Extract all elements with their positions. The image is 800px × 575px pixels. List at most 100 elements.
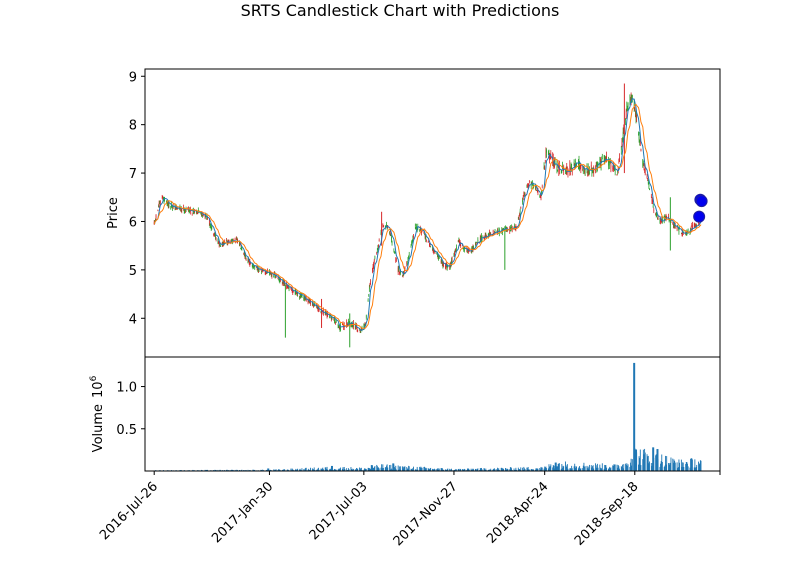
volume-bar-270 — [385, 467, 387, 471]
candle-553 — [627, 102, 629, 112]
volume-bar-260 — [376, 465, 378, 471]
volume-bar-365 — [466, 468, 468, 471]
candle-237 — [356, 327, 358, 332]
volume-bar-632 — [695, 466, 697, 471]
volume-bar-45 — [192, 469, 194, 471]
candle-569 — [642, 158, 644, 168]
volume-bar-611 — [677, 467, 679, 471]
volume-bar-430 — [522, 469, 524, 471]
volume-bar-549 — [625, 463, 627, 471]
volume-bar-108 — [245, 469, 247, 471]
volume-bar-457 — [545, 466, 547, 471]
volume-spike-6 — [633, 362, 636, 471]
candle-629 — [693, 222, 695, 229]
volume-bar-190 — [316, 469, 318, 471]
volume-bar-616 — [682, 462, 684, 471]
volume-bar-268 — [383, 467, 384, 471]
volume-bar-591 — [660, 461, 662, 471]
volume-bar-212 — [335, 469, 337, 471]
candle-194 — [320, 310, 322, 314]
volume-bar-71 — [214, 469, 216, 471]
volume-bar-235 — [355, 469, 357, 471]
candle-593 — [661, 216, 663, 224]
volume-bar-272 — [386, 464, 388, 471]
volume-bar-442 — [532, 468, 534, 471]
candle-263 — [378, 238, 380, 242]
volume-bar-332 — [438, 469, 440, 471]
volume-bar-182 — [309, 469, 311, 471]
volume-bar-512 — [592, 465, 594, 471]
volume-bar-530 — [608, 468, 610, 471]
volume-bar-478 — [563, 466, 565, 471]
volume-bar-220 — [342, 467, 344, 471]
candle-554 — [629, 94, 631, 106]
candle-436 — [527, 183, 529, 189]
candle-450 — [539, 194, 541, 199]
volume-bar-334 — [440, 468, 442, 471]
volume-bar-443 — [533, 469, 535, 471]
volume-bar-322 — [429, 468, 431, 471]
candle-582 — [652, 203, 654, 208]
volume-bar-237 — [356, 468, 358, 471]
candle-183 — [310, 299, 311, 306]
volume-bar-439 — [530, 468, 532, 471]
volume-bar-604 — [672, 458, 674, 471]
volume-bar-62 — [206, 469, 208, 471]
candle-216 — [338, 325, 340, 330]
volume-bar-103 — [241, 469, 243, 471]
volume-bar-511 — [592, 466, 593, 471]
candle-561 — [635, 110, 636, 118]
volume-bar-479 — [565, 461, 566, 471]
candle-285 — [398, 265, 400, 272]
candle-215 — [338, 325, 340, 328]
volume-bar-253 — [370, 468, 372, 471]
volume-bar-579 — [650, 463, 652, 471]
candle-546 — [622, 137, 623, 143]
candle-174 — [303, 296, 305, 301]
candle-484 — [569, 160, 571, 176]
volume-bar-502 — [584, 466, 585, 471]
volume-bar-135 — [269, 469, 271, 471]
volume-bar-350 — [454, 469, 456, 471]
candle-332 — [438, 255, 440, 261]
candle-595 — [664, 214, 666, 218]
volume-bar-361 — [463, 469, 465, 471]
volume-bar-189 — [316, 469, 318, 471]
volume-bar-573 — [644, 452, 646, 471]
volume-bar-99 — [238, 469, 240, 471]
candle-261 — [377, 244, 379, 251]
volume-bar-464 — [552, 467, 554, 471]
volume-bar-267 — [382, 464, 384, 471]
candle-342 — [446, 264, 448, 271]
volume-bar-222 — [343, 466, 345, 471]
volume-bar-528 — [606, 467, 608, 471]
volume-bar-629 — [693, 467, 695, 471]
volume-bar-638 — [700, 460, 702, 471]
volume-bar-548 — [623, 464, 625, 471]
volume-bar-518 — [597, 467, 599, 471]
volume-bar-142 — [275, 469, 277, 471]
volume-bar-265 — [381, 464, 383, 471]
volume-bar-313 — [421, 467, 423, 471]
volume-bar-84 — [226, 469, 227, 471]
volume-bar-599 — [668, 463, 669, 471]
candle-469 — [556, 159, 558, 174]
volume-bar-544 — [620, 466, 622, 471]
candle-109 — [247, 257, 249, 264]
volume-bar-575 — [647, 456, 649, 471]
volume-bar-633 — [696, 464, 698, 471]
volume-bar-434 — [526, 467, 528, 471]
volume-bar-250 — [368, 468, 370, 471]
volume-bar-597 — [665, 464, 667, 471]
candle-101 — [240, 247, 242, 249]
volume-bar-276 — [390, 464, 392, 471]
volume-bar-637 — [699, 460, 701, 471]
volume-bar-508 — [588, 464, 590, 471]
volume-bar-522 — [601, 467, 603, 471]
volume-bar-429 — [522, 467, 524, 471]
volume-bar-245 — [364, 468, 365, 471]
volume-bar-224 — [346, 468, 348, 471]
volume-bar-290 — [402, 468, 404, 471]
volume-bar-176 — [304, 468, 306, 471]
